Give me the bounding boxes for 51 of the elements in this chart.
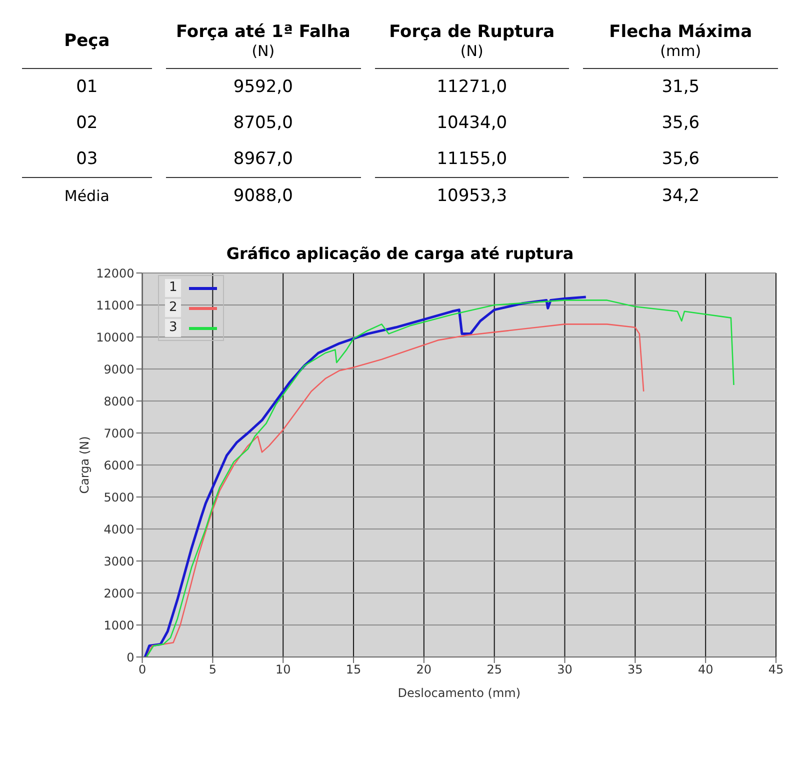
text: 10953,3 [436, 186, 508, 206]
x-tick-label: 5 [208, 662, 217, 677]
text: Força até 1ª Falha (N) [175, 22, 352, 60]
text: 11155,0 [436, 149, 508, 169]
x-tick-label: 35 [628, 662, 643, 677]
x-tick-label: 15 [346, 662, 362, 677]
text: Peça [63, 31, 111, 51]
y-tick-label: 11000 [96, 298, 134, 312]
x-tick-label: 10 [275, 662, 291, 677]
y-tick-label: 10000 [96, 330, 134, 344]
text: 34,2 [660, 186, 701, 206]
y-tick-label: 5000 [104, 490, 134, 504]
text: 03 [75, 149, 99, 169]
y-tick-label: 7000 [104, 426, 134, 440]
legend-label: 2 [165, 299, 182, 317]
chart-title: Gráfico aplicação de carga até ruptura [225, 244, 575, 263]
text: 31,5 [660, 77, 701, 97]
x-tick-label: 0 [138, 662, 146, 677]
text: 8705,0 [232, 113, 294, 133]
x-tick-label: 40 [698, 662, 714, 677]
x-tick-label: 20 [416, 662, 432, 677]
text: 02 [75, 113, 99, 133]
legend-label: 3 [165, 319, 182, 337]
x-tick-label: 30 [557, 662, 572, 677]
text: 01 [75, 77, 99, 97]
text: 9592,0 [232, 77, 294, 97]
line-series [146, 300, 734, 657]
x-axis-title: Deslocamento (mm) [398, 686, 521, 700]
line-series [144, 296, 588, 657]
y-axis-title: Carga (N) [78, 436, 92, 494]
x-tick-label: 45 [768, 662, 784, 677]
text: 10434,0 [436, 113, 508, 133]
y-tick-label: 4000 [104, 522, 134, 536]
y-tick-label: 8000 [104, 394, 134, 408]
text: 9088,0 [232, 186, 294, 206]
y-tick-label: 2000 [104, 586, 134, 600]
y-tick-label: 1000 [104, 618, 134, 632]
y-tick-label: 12000 [96, 266, 134, 280]
y-tick-label: 9000 [104, 362, 134, 376]
text: Média [63, 187, 110, 205]
legend-label: 1 [165, 279, 182, 297]
text: 11271,0 [436, 77, 508, 97]
y-tick-label: 0 [126, 650, 134, 664]
x-tick-label: 25 [486, 662, 502, 677]
y-tick-label: 6000 [104, 458, 134, 472]
text: 35,6 [660, 149, 701, 169]
text: Força de Ruptura (N) [388, 22, 556, 60]
y-tick-label: 3000 [104, 554, 134, 568]
text: 35,6 [660, 113, 701, 133]
text: 8967,0 [232, 149, 294, 169]
text: Flecha Máxima (mm) [608, 22, 754, 60]
